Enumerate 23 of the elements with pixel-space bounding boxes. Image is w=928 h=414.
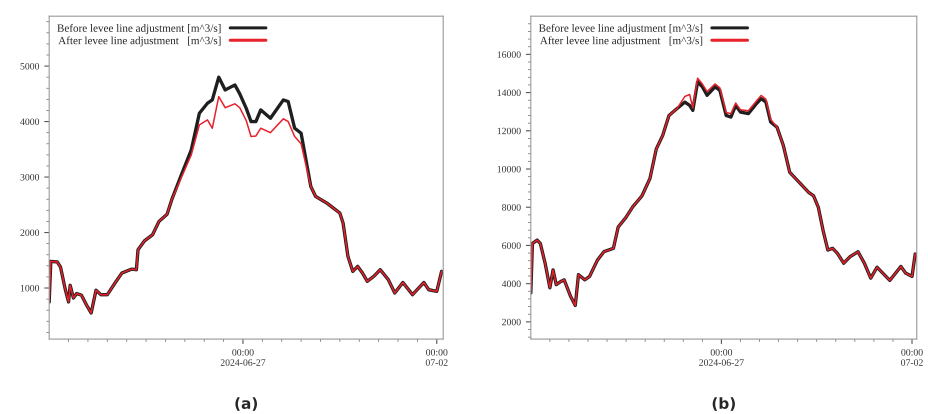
x-tick-label: 00:00 07-02 xyxy=(426,349,448,366)
legend-label: After levee line adjustment [m^3/s] xyxy=(540,36,702,47)
x-tick-label: 00:00 2024-06-27 xyxy=(699,349,744,366)
x-tick-label: 00:00 2024-06-27 xyxy=(220,349,266,366)
x-tick-label: 00:00 07-02 xyxy=(901,349,923,366)
y-tick-label: 8000 xyxy=(502,204,521,211)
y-tick-label: 4000 xyxy=(20,118,40,126)
y-tick-label: 2000 xyxy=(20,229,40,236)
legend-label: Before levee line adjustment [m^3/s] xyxy=(538,24,702,34)
y-tick-label: 2000 xyxy=(502,318,521,326)
text: (b) xyxy=(712,397,735,411)
legend-label: Before levee line adjustment [m^3/s] xyxy=(57,24,221,34)
y-tick-label: 10000 xyxy=(498,166,521,172)
y-tick-label: 14000 xyxy=(498,89,521,96)
y-tick-label: 4000 xyxy=(502,280,521,288)
text: (a) xyxy=(235,397,258,411)
y-tick-label: 12000 xyxy=(498,128,521,134)
y-tick-label: 3000 xyxy=(20,174,40,181)
y-tick-label: 1000 xyxy=(20,284,40,292)
y-tick-label: 5000 xyxy=(20,62,40,70)
y-tick-label: 16000 xyxy=(498,51,521,58)
y-tick-label: 6000 xyxy=(502,242,521,249)
legend-label: After levee line adjustment [m^3/s] xyxy=(58,36,221,47)
